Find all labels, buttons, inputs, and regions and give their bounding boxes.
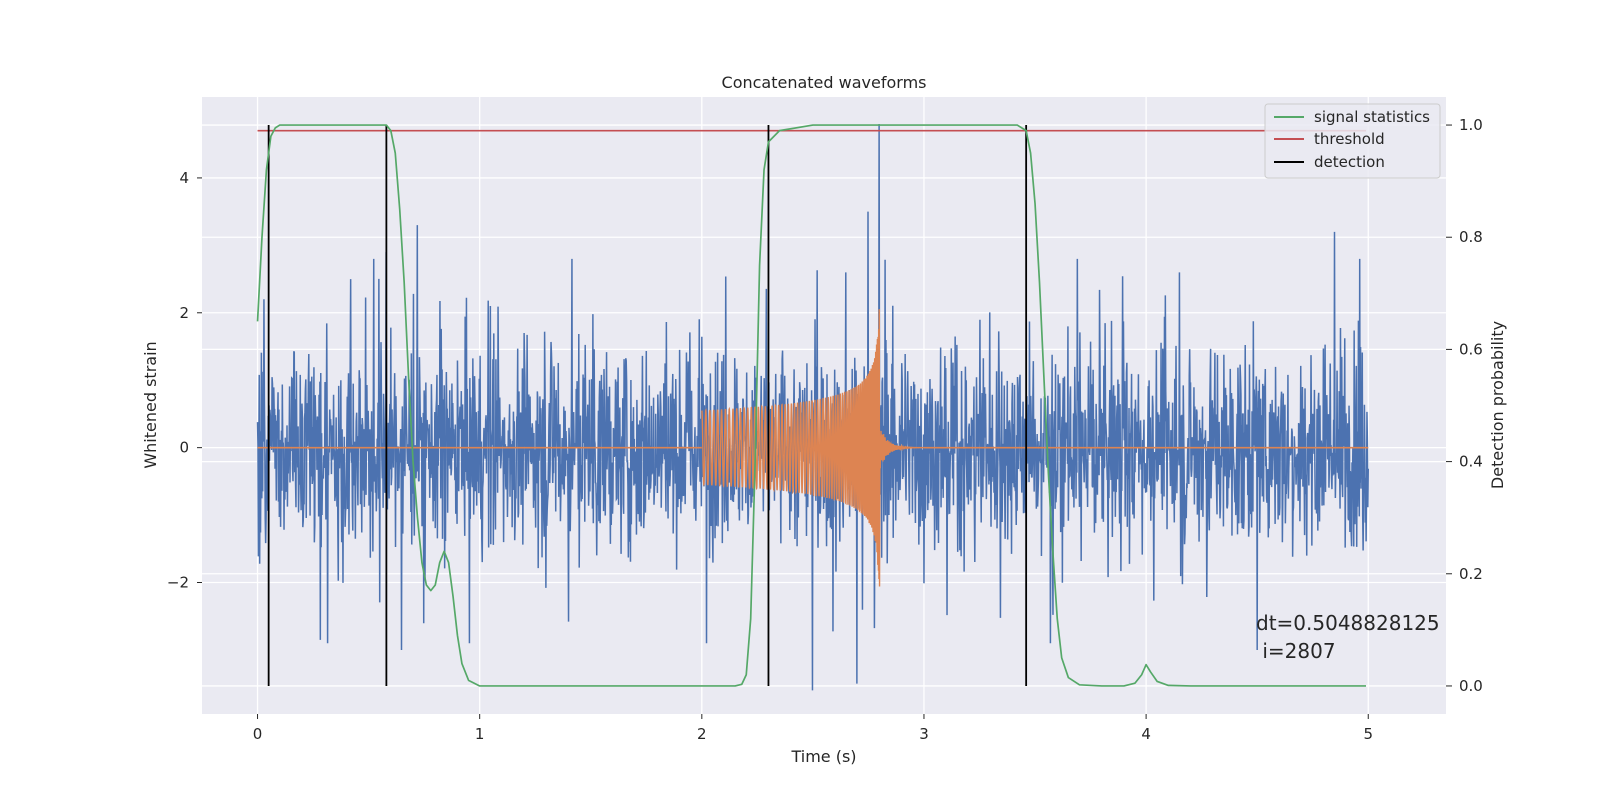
series-chirp-line bbox=[701, 309, 925, 587]
y-right-tick-label: 0.0 bbox=[1459, 677, 1483, 695]
y-right-tick-label: 1.0 bbox=[1459, 116, 1483, 134]
legend-label-threshold: threshold bbox=[1314, 130, 1385, 148]
legend-label-detection: detection bbox=[1314, 153, 1385, 171]
legend-label-signal-statistics: signal statistics bbox=[1314, 108, 1430, 126]
x-tick-label: 2 bbox=[697, 725, 707, 743]
y-left-tick-label: 2 bbox=[179, 304, 189, 322]
chirp-series-layer bbox=[257, 309, 1369, 587]
series-signal-statistics-line bbox=[256, 124, 1367, 687]
x-tick-label: 1 bbox=[475, 725, 485, 743]
chart-title: Concatenated waveforms bbox=[722, 73, 927, 92]
y-right-tick-label: 0.2 bbox=[1459, 565, 1483, 583]
y-axis-label-left: Whitened strain bbox=[141, 341, 160, 468]
axis-ticks: 0 1 2 3 4 5 −2 0 2 4 0.0 0.2 0.4 0.6 0.8 1.0 bbox=[167, 116, 1483, 743]
statistic-series-layer bbox=[256, 124, 1367, 687]
y-left-tick-label: −2 bbox=[167, 574, 189, 592]
y-left-tick-label: 4 bbox=[179, 169, 189, 187]
x-tick-label: 0 bbox=[253, 725, 263, 743]
annotation-dt: dt=0.5048828125 bbox=[1256, 611, 1440, 635]
x-tick-label: 5 bbox=[1363, 725, 1373, 743]
x-tick-label: 4 bbox=[1141, 725, 1151, 743]
legend: signal statistics threshold detection bbox=[1264, 103, 1441, 179]
x-tick-label: 3 bbox=[919, 725, 929, 743]
y-right-tick-label: 0.8 bbox=[1459, 228, 1483, 246]
legend-box bbox=[1264, 103, 1441, 179]
y-axis-label-right: Detection probability bbox=[1488, 321, 1507, 489]
x-axis-label: Time (s) bbox=[790, 747, 856, 766]
annotation-index: i=2807 bbox=[1256, 639, 1336, 663]
y-left-tick-label: 0 bbox=[179, 439, 189, 457]
y-right-tick-label: 0.6 bbox=[1459, 340, 1483, 358]
y-right-tick-label: 0.4 bbox=[1459, 453, 1483, 471]
